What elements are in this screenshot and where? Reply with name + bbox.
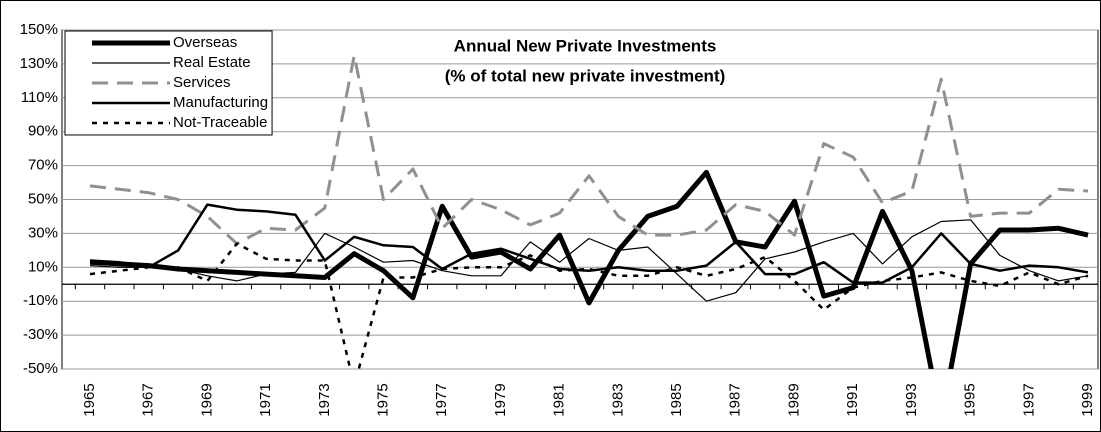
- y-tick-label: -10%: [23, 292, 58, 309]
- series-line: [89, 242, 1089, 369]
- y-tick-label: 150%: [20, 21, 58, 38]
- legend-label: Not-Traceable: [173, 114, 267, 131]
- x-tick-label: 1973: [316, 383, 333, 416]
- x-tick-label: 1969: [198, 383, 215, 416]
- x-tick-label: 1985: [668, 383, 685, 416]
- x-tick-label: 1965: [81, 383, 98, 416]
- x-tick-label: 1983: [609, 383, 626, 416]
- y-tick-label: 10%: [28, 258, 58, 275]
- x-tick-label: 1993: [903, 383, 920, 416]
- x-tick-label: 1991: [844, 383, 861, 416]
- plot-lines: [89, 53, 1089, 369]
- series-line: [89, 219, 1089, 302]
- legend-label: Real Estate: [173, 54, 251, 71]
- y-tick-label: 30%: [28, 224, 58, 241]
- y-tick-label: 110%: [21, 89, 58, 106]
- series-line: [89, 203, 1089, 284]
- legend-label: Overseas: [173, 34, 237, 51]
- y-tick-label: -50%: [23, 360, 58, 377]
- chart-title: Annual New Private Investments: [454, 36, 717, 55]
- x-tick-label: 1981: [551, 383, 568, 416]
- y-tick-label: 70%: [28, 157, 58, 174]
- series-line: [89, 169, 1089, 369]
- x-tick-label: 1971: [257, 383, 274, 416]
- y-tick-label: -30%: [23, 326, 58, 343]
- x-tick-label: 1987: [727, 383, 744, 416]
- x-tick-label: 1975: [374, 383, 391, 416]
- series-line: [89, 53, 1089, 246]
- chart-subtitle: (% of total new private investment): [445, 66, 726, 85]
- x-tick-label: 1977: [433, 383, 450, 416]
- x-tick-label: 1999: [1079, 383, 1096, 416]
- x-tick-label: 1979: [492, 383, 509, 416]
- legend: Overseas Real Estate Services Manufacturing…: [64, 30, 273, 136]
- x-tick-label: 1997: [1020, 383, 1037, 416]
- y-tick-label: 50%: [28, 190, 58, 207]
- y-tick-label: 90%: [28, 123, 58, 140]
- legend-label: Services: [173, 74, 231, 91]
- y-tick-label: 130%: [20, 55, 58, 72]
- legend-label: Manufacturing: [173, 94, 268, 111]
- x-tick-label: 1967: [140, 383, 157, 416]
- x-tick-label: 1989: [785, 383, 802, 416]
- x-tick-label: 1995: [962, 383, 979, 416]
